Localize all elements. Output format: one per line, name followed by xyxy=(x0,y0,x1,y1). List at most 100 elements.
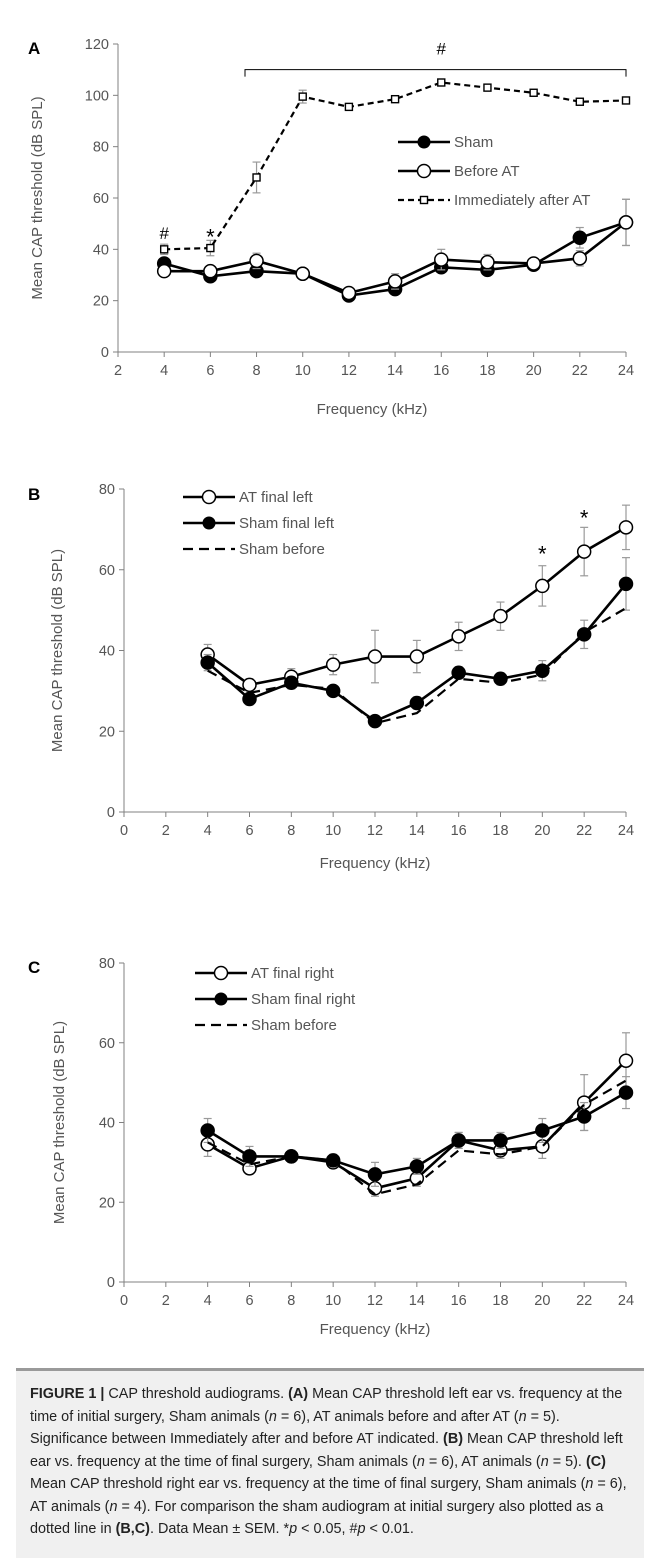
y-tick-label: 60 xyxy=(93,191,109,207)
data-point xyxy=(200,1123,215,1138)
y-tick-label: 20 xyxy=(99,1195,115,1211)
x-axis-label: Frequency (kHz) xyxy=(317,401,428,418)
x-tick-label: 18 xyxy=(492,1293,508,1309)
x-tick-label: 10 xyxy=(325,1293,341,1309)
x-tick-label: 24 xyxy=(618,823,634,839)
data-point xyxy=(206,243,215,253)
data-point xyxy=(618,576,634,592)
x-tick-label: 2 xyxy=(114,363,122,379)
y-tick-label: 0 xyxy=(101,345,109,361)
series-sham-final-right xyxy=(200,1076,634,1187)
data-point xyxy=(242,677,257,693)
caption-segment: < 0.01. xyxy=(365,1521,414,1537)
data-point xyxy=(295,266,310,281)
legend: AT final right Sham final right Sham befor… xyxy=(195,965,356,1034)
caption-segment: (A) xyxy=(288,1386,309,1402)
x-tick-label: 16 xyxy=(433,363,449,379)
data-point xyxy=(535,663,550,678)
data-point xyxy=(572,230,588,246)
caption-segment: n xyxy=(109,1498,118,1515)
legend-marker xyxy=(417,135,431,149)
x-tick-label: 18 xyxy=(479,363,495,379)
caption-segment: = 4). For comparison the sham audiogram … xyxy=(30,1498,604,1538)
legend-label: Before AT xyxy=(454,163,520,180)
data-point xyxy=(526,256,541,271)
y-axis-label: Mean CAP threshold (dB SPL) xyxy=(49,549,66,752)
data-point xyxy=(575,97,585,106)
data-point xyxy=(572,251,588,266)
x-tick-label: 18 xyxy=(492,823,508,839)
x-tick-label: 10 xyxy=(295,363,311,379)
caption-segment: p xyxy=(357,1521,366,1537)
data-point xyxy=(618,520,634,535)
y-axis-label: Mean CAP threshold (dB SPL) xyxy=(51,1021,68,1224)
series-line xyxy=(207,607,627,725)
x-tick-label: 12 xyxy=(367,823,383,839)
data-point xyxy=(576,1109,592,1124)
y-tick-label: 80 xyxy=(99,956,115,972)
x-tick-label: 4 xyxy=(204,1293,212,1309)
data-point xyxy=(434,252,449,267)
data-point xyxy=(529,88,538,97)
significance-marker: * xyxy=(538,542,547,567)
caption-segment: (B,C) xyxy=(115,1521,150,1537)
data-point xyxy=(451,629,466,644)
significance-bracket xyxy=(244,69,627,77)
data-point xyxy=(451,1133,466,1148)
series-sham-before xyxy=(207,1079,627,1196)
caption-segment: = 5). xyxy=(548,1453,586,1470)
y-tick-label: 60 xyxy=(99,563,115,579)
y-tick-label: 100 xyxy=(85,88,109,104)
caption-segment: Mean CAP threshold left ear vs. frequenc… xyxy=(30,1431,623,1470)
data-point xyxy=(284,675,299,691)
x-tick-label: 24 xyxy=(618,363,634,379)
legend-label: AT final right xyxy=(251,965,335,982)
data-point xyxy=(249,253,264,269)
y-tick-label: 0 xyxy=(107,805,115,821)
x-tick-label: 10 xyxy=(325,823,341,839)
y-tick-label: 60 xyxy=(99,1036,115,1052)
x-axis-label: Frequency (kHz) xyxy=(320,1321,431,1338)
legend-label: AT final left xyxy=(239,489,313,506)
series-line xyxy=(207,1079,627,1196)
x-tick-label: 20 xyxy=(526,363,542,379)
x-tick-label: 24 xyxy=(618,1293,634,1309)
caption-segment: = 5). Significance between Immediately a… xyxy=(30,1408,560,1448)
y-tick-label: 40 xyxy=(99,644,115,660)
caption-segment: Mean CAP threshold left ear vs. frequenc… xyxy=(30,1386,623,1425)
caption-segment: = 6), AT animals ( xyxy=(424,1453,541,1470)
x-tick-label: 4 xyxy=(160,363,168,379)
legend-marker xyxy=(416,163,432,179)
x-tick-label: 6 xyxy=(245,823,253,839)
data-point xyxy=(437,78,446,87)
data-point xyxy=(367,1167,383,1182)
significance-marker: # xyxy=(437,39,447,58)
x-tick-label: 6 xyxy=(206,363,214,379)
legend: Sham Before AT Immediately after AT xyxy=(398,134,590,209)
data-point xyxy=(451,665,466,680)
x-axis-label: Frequency (kHz) xyxy=(320,855,431,872)
x-tick-label: 14 xyxy=(387,363,403,379)
data-point xyxy=(493,1133,508,1148)
series-before-at xyxy=(156,198,634,301)
x-tick-label: 8 xyxy=(287,823,295,839)
data-point xyxy=(242,691,257,707)
data-point xyxy=(618,215,634,230)
data-point xyxy=(618,1053,634,1068)
data-point xyxy=(618,1085,634,1100)
caption-segment: n xyxy=(540,1453,549,1470)
panel-label: A xyxy=(28,39,40,58)
legend-marker xyxy=(201,489,217,505)
caption-segment: n xyxy=(585,1476,594,1492)
data-point xyxy=(535,578,550,594)
x-tick-label: 14 xyxy=(409,1293,425,1309)
data-point xyxy=(203,263,218,279)
x-tick-label: 8 xyxy=(287,1293,295,1309)
x-tick-label: 12 xyxy=(341,363,357,379)
x-tick-label: 22 xyxy=(572,363,588,379)
x-tick-label: 2 xyxy=(162,1293,170,1309)
series-at-final-left xyxy=(200,504,634,693)
y-tick-label: 80 xyxy=(99,482,115,498)
